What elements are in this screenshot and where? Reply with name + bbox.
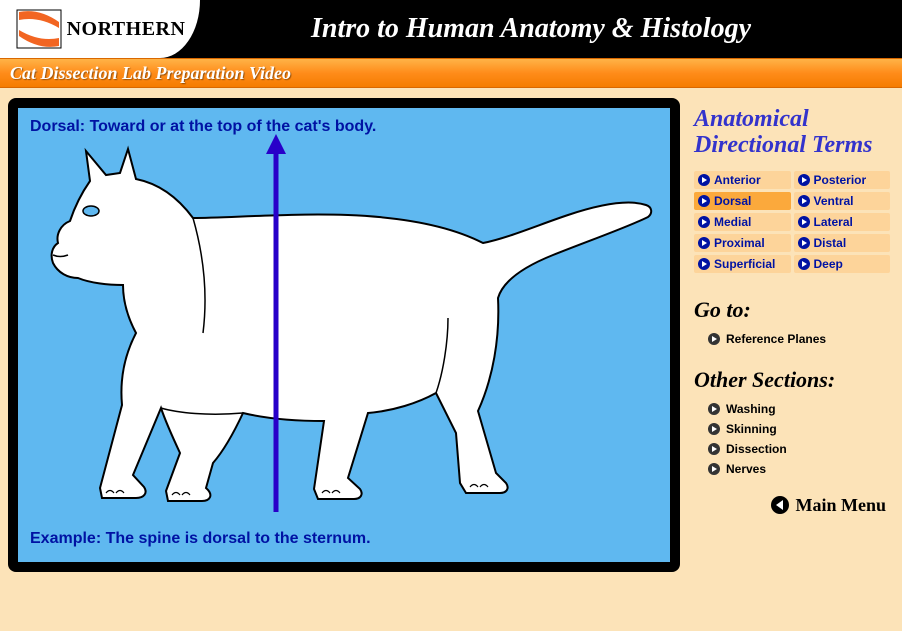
sidebar: Anatomical Directional Terms Anterior Po… bbox=[680, 98, 902, 631]
goto-section: Go to: Reference Planes bbox=[694, 297, 890, 349]
term-distal[interactable]: Distal bbox=[794, 234, 891, 252]
header-bar: NORTHERN Intro to Human Anatomy & Histol… bbox=[0, 0, 902, 58]
goto-title: Go to: bbox=[694, 297, 890, 323]
play-bullet-icon bbox=[698, 258, 710, 270]
back-arrow-icon bbox=[771, 496, 789, 514]
term-lateral[interactable]: Lateral bbox=[794, 213, 891, 231]
term-superficial[interactable]: Superficial bbox=[694, 255, 791, 273]
play-bullet-icon bbox=[708, 403, 720, 415]
term-proximal[interactable]: Proximal bbox=[694, 234, 791, 252]
nav-nerves[interactable]: Nerves bbox=[694, 459, 890, 479]
term-dorsal[interactable]: Dorsal bbox=[694, 192, 791, 210]
subheader-title: Cat Dissection Lab Preparation Video bbox=[10, 63, 291, 84]
term-anterior[interactable]: Anterior bbox=[694, 171, 791, 189]
definition-text: Dorsal: Toward or at the top of the cat'… bbox=[30, 118, 376, 136]
content-area: Dorsal: Toward or at the top of the cat'… bbox=[0, 88, 902, 631]
play-bullet-icon bbox=[798, 258, 810, 270]
play-bullet-icon bbox=[798, 237, 810, 249]
other-title: Other Sections: bbox=[694, 367, 890, 393]
subheader-bar: Cat Dissection Lab Preparation Video bbox=[0, 58, 902, 88]
play-bullet-icon bbox=[698, 237, 710, 249]
logo: NORTHERN bbox=[15, 8, 186, 50]
logo-swoosh-icon bbox=[15, 8, 63, 50]
dorsal-arrow-icon bbox=[266, 134, 286, 514]
play-bullet-icon bbox=[798, 174, 810, 186]
nav-reference-planes[interactable]: Reference Planes bbox=[694, 329, 890, 349]
logo-area: NORTHERN bbox=[0, 0, 200, 58]
term-deep[interactable]: Deep bbox=[794, 255, 891, 273]
main-menu-button[interactable]: Main Menu bbox=[694, 495, 890, 516]
example-text: Example: The spine is dorsal to the ster… bbox=[30, 530, 371, 548]
logo-text: NORTHERN bbox=[67, 18, 186, 41]
play-bullet-icon bbox=[708, 333, 720, 345]
play-bullet-icon bbox=[708, 463, 720, 475]
term-medial[interactable]: Medial bbox=[694, 213, 791, 231]
play-bullet-icon bbox=[698, 174, 710, 186]
other-section: Other Sections: Washing Skinning Dissect… bbox=[694, 367, 890, 479]
video-frame: Dorsal: Toward or at the top of the cat'… bbox=[8, 98, 680, 572]
play-bullet-icon bbox=[698, 195, 710, 207]
play-bullet-icon bbox=[708, 443, 720, 455]
play-bullet-icon bbox=[798, 195, 810, 207]
main-menu-label: Main Menu bbox=[795, 495, 886, 516]
terms-section-title: Anatomical Directional Terms bbox=[694, 106, 890, 159]
play-bullet-icon bbox=[798, 216, 810, 228]
term-posterior[interactable]: Posterior bbox=[794, 171, 891, 189]
terms-grid: Anterior Posterior Dorsal Ventral Medial… bbox=[694, 171, 890, 273]
page-title: Intro to Human Anatomy & Histology bbox=[200, 13, 902, 45]
nav-washing[interactable]: Washing bbox=[694, 399, 890, 419]
video-canvas: Dorsal: Toward or at the top of the cat'… bbox=[18, 108, 670, 562]
term-ventral[interactable]: Ventral bbox=[794, 192, 891, 210]
nav-skinning[interactable]: Skinning bbox=[694, 419, 890, 439]
cat-diagram bbox=[28, 143, 658, 523]
nav-dissection[interactable]: Dissection bbox=[694, 439, 890, 459]
play-bullet-icon bbox=[698, 216, 710, 228]
play-bullet-icon bbox=[708, 423, 720, 435]
